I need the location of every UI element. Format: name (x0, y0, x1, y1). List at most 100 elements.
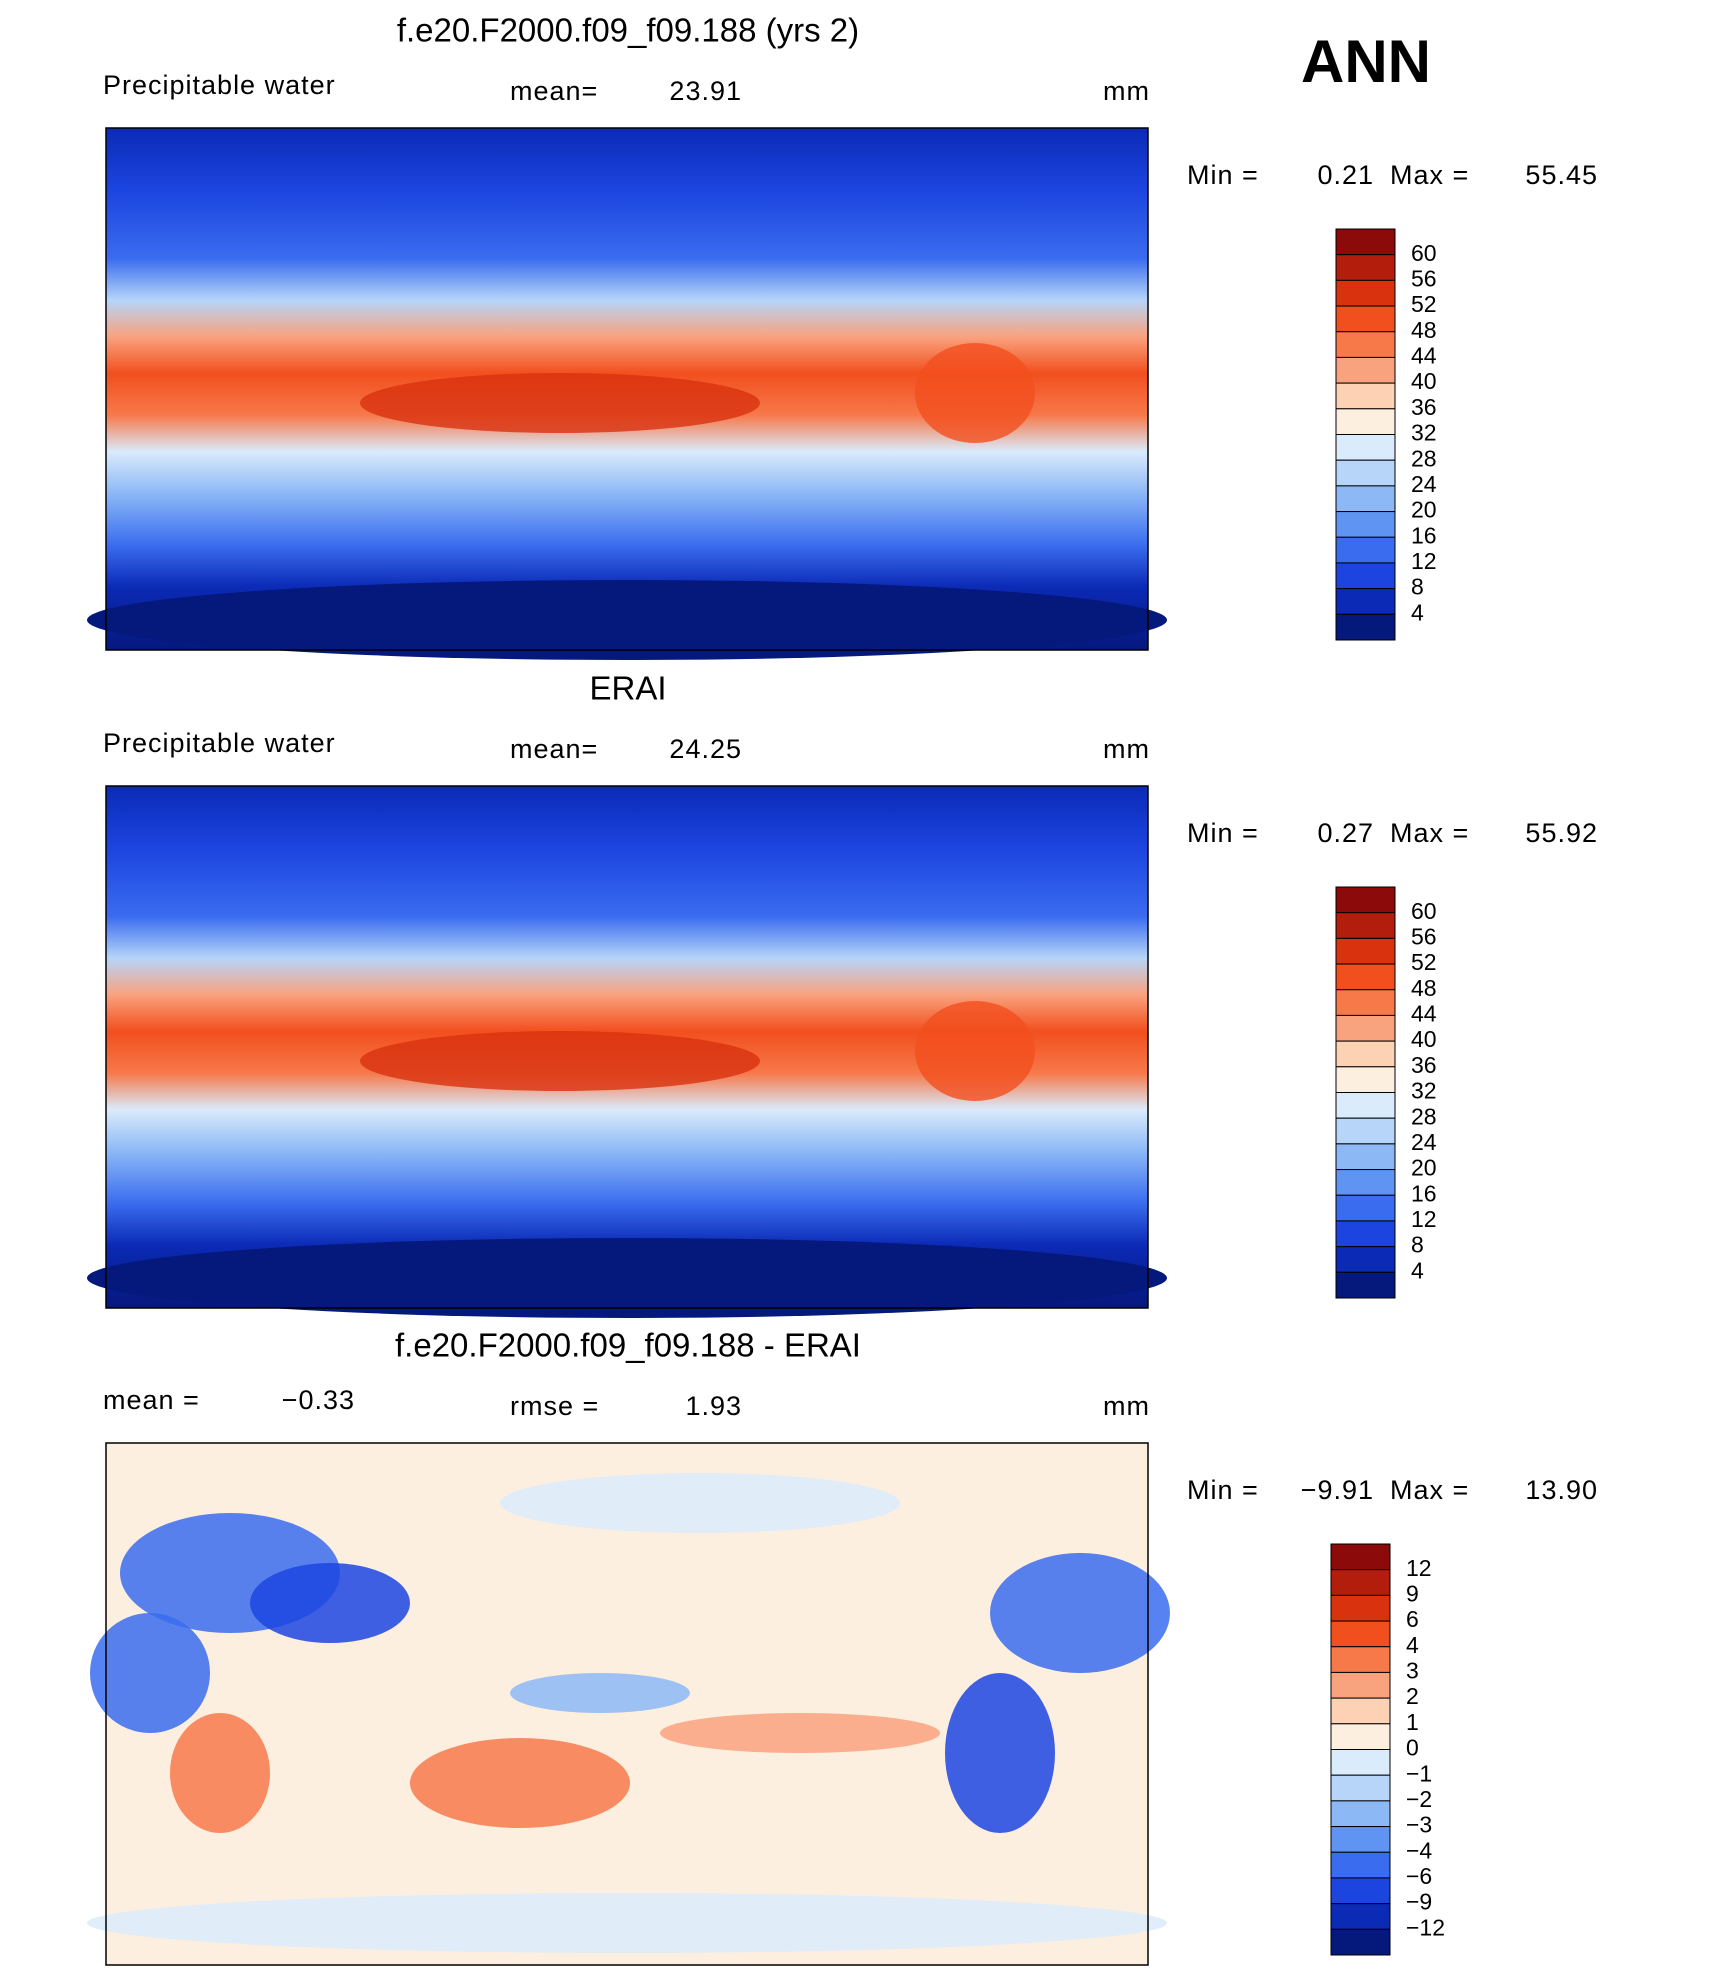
colorbar-label: 2 (1406, 1683, 1419, 1709)
colorbar-box (1330, 1594, 1391, 1622)
colorbar-label: 44 (1411, 1001, 1437, 1027)
map (87, 785, 1167, 1318)
colorbar-box (1330, 1749, 1391, 1776)
colorbar-label: −4 (1406, 1837, 1432, 1863)
colorbar-box (1335, 937, 1396, 965)
center-label: rmse = (510, 1391, 599, 1421)
colorbar-label: 3 (1406, 1658, 1419, 1684)
colorbar-label: 52 (1411, 291, 1437, 317)
colorbar-label: 12 (1411, 548, 1437, 574)
anomaly (410, 1738, 630, 1828)
colorbar-box (1335, 1117, 1396, 1145)
units: mm (1103, 76, 1150, 106)
colorbar-label: 56 (1411, 923, 1437, 949)
colorbar-box (1335, 536, 1396, 564)
panel-title: f.e20.F2000.f09_f09.188 - ERAI (395, 1327, 861, 1364)
colorbar-label: 60 (1411, 898, 1437, 924)
min-value: 0.21 (1317, 160, 1374, 190)
anomaly (250, 1563, 410, 1643)
max-label: Max = (1390, 1475, 1469, 1505)
left-label: Precipitable water (103, 728, 336, 758)
center-label: mean= (510, 734, 598, 764)
colorbar-label: 8 (1411, 1232, 1424, 1258)
amazon (915, 343, 1035, 443)
colorbar-box (1335, 963, 1396, 991)
warm-pool (360, 1031, 760, 1091)
colorbar-box (1330, 1826, 1391, 1853)
colorbar-label: −12 (1406, 1914, 1445, 1940)
colorbar-label: 20 (1411, 497, 1437, 523)
colorbar-box (1335, 279, 1396, 307)
colorbar-box (1335, 1220, 1396, 1248)
colorbar-label: 1 (1406, 1709, 1419, 1735)
center-value: 24.25 (669, 734, 742, 764)
colorbar-label: 40 (1411, 368, 1437, 394)
anomaly (500, 1473, 900, 1533)
colorbar-label: 4 (1406, 1632, 1419, 1658)
colorbar-label: 32 (1411, 1078, 1437, 1104)
colorbar-box (1330, 1671, 1391, 1699)
colorbar-box (1335, 1014, 1396, 1042)
colorbar-box (1335, 1040, 1396, 1068)
colorbar-label: 24 (1411, 1129, 1437, 1155)
colorbar-box (1335, 1066, 1396, 1093)
colorbar-box (1330, 1774, 1391, 1802)
anomaly (510, 1673, 690, 1713)
colorbar-box (1335, 562, 1396, 590)
map (87, 127, 1167, 660)
colorbar-label: 16 (1411, 1180, 1437, 1206)
panel-title: f.e20.F2000.f09_f09.188 (yrs 2) (397, 12, 859, 49)
colorbar-label: 60 (1411, 240, 1437, 266)
amazon (915, 1001, 1035, 1101)
colorbar-box (1330, 1723, 1391, 1750)
max-value: 55.45 (1525, 160, 1598, 190)
colorbar-label: 9 (1406, 1580, 1419, 1606)
min-label: Min = (1187, 160, 1259, 190)
colorbar-box (1335, 1194, 1396, 1222)
map-frame (105, 785, 1149, 1309)
anomaly (945, 1673, 1055, 1833)
colorbar-box (1335, 305, 1396, 333)
colorbar-label: 44 (1411, 343, 1437, 369)
colorbar-label: 48 (1411, 975, 1437, 1001)
colorbar-label: 56 (1411, 265, 1437, 291)
colorbar-label: −2 (1406, 1786, 1432, 1812)
colorbar-box (1335, 485, 1396, 513)
colorbar-box (1330, 1877, 1391, 1905)
units: mm (1103, 734, 1150, 764)
colorbar-label: 24 (1411, 471, 1437, 497)
min-label: Min = (1187, 1475, 1259, 1505)
colorbar-label: 4 (1411, 599, 1424, 625)
colorbar-box (1335, 989, 1396, 1016)
min-value: 0.27 (1317, 818, 1374, 848)
max-label: Max = (1390, 818, 1469, 848)
colorbar-label: 48 (1411, 317, 1437, 343)
colorbar-label: 32 (1411, 420, 1437, 446)
colorbar-label: 4 (1411, 1257, 1424, 1283)
colorbar-box (1330, 1928, 1391, 1956)
colorbar-box (1330, 1903, 1391, 1930)
colorbar-box (1330, 1543, 1391, 1571)
colorbar-box (1335, 886, 1396, 914)
max-value: 13.90 (1525, 1475, 1598, 1505)
colorbar-label: −6 (1406, 1863, 1432, 1889)
colorbar-box (1330, 1697, 1391, 1725)
colorbar-label: 28 (1411, 445, 1437, 471)
colorbar-box (1335, 1271, 1396, 1299)
colorbar-box (1330, 1851, 1391, 1879)
colorbar-box (1330, 1620, 1391, 1648)
anomaly (170, 1713, 270, 1833)
min-label: Min = (1187, 818, 1259, 848)
colorbar-box (1335, 1169, 1396, 1196)
season-label: ANN (1301, 28, 1431, 95)
colorbar-box (1335, 613, 1396, 641)
max-value: 55.92 (1525, 818, 1598, 848)
colorbar-box (1335, 511, 1396, 538)
colorbar-label: −9 (1406, 1889, 1432, 1915)
map-frame (105, 127, 1149, 651)
colorbar-box (1335, 382, 1396, 410)
colorbar-label: 36 (1411, 1052, 1437, 1078)
antarctic (87, 580, 1167, 660)
colorbar-box (1335, 1143, 1396, 1171)
colorbar-box (1335, 228, 1396, 256)
